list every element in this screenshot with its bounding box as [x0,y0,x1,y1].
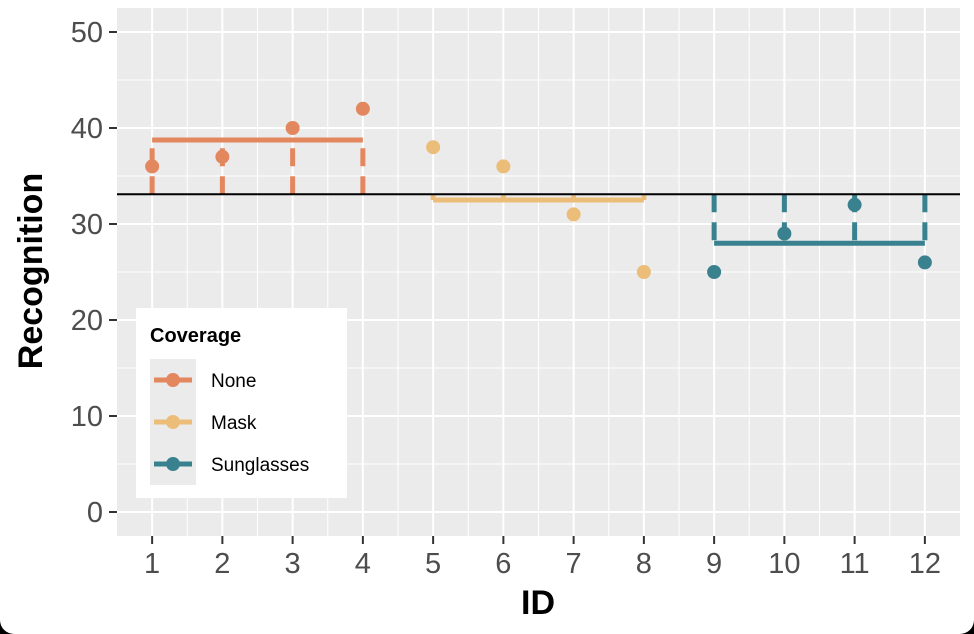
data-point [566,207,581,222]
legend-key-point [166,373,180,387]
y-tick-label: 50 [71,17,103,49]
legend-label: Sunglasses [211,455,309,476]
legend-items: None Mask Sunglasses [150,359,309,485]
x-tick-label: 12 [909,548,941,580]
x-tick-label: 5 [425,548,441,580]
x-tick-label: 3 [285,548,301,580]
y-axis-title: Recognition [12,173,50,369]
x-tick-label: 9 [706,548,722,580]
data-point [847,197,862,212]
y-tick-label: 0 [87,497,103,529]
data-point [285,121,300,135]
data-point [355,101,370,116]
legend-title: Coverage [150,325,241,347]
x-tick-label: 11 [840,548,870,580]
x-tick-label: 4 [355,548,371,580]
x-tick-label: 7 [566,548,582,580]
y-tick-label: 10 [71,401,103,433]
data-point [636,265,651,279]
grid [117,8,960,536]
data-point [777,226,792,241]
legend-label: Mask [211,413,257,434]
data-point [496,159,511,174]
x-tick-label: 6 [495,548,511,580]
legend: Coverage None Mask Sunglasses [136,308,347,498]
x-tick-label: 2 [214,548,230,580]
y-tick-label: 30 [71,209,103,241]
series-group [145,101,932,279]
x-tick-label: 1 [144,548,160,580]
data-point [215,149,230,164]
x-axis-title: ID [521,584,555,622]
legend-key-point [166,415,180,429]
data-point [917,255,932,270]
data-point [426,140,441,155]
y-tick-label: 20 [71,305,103,337]
legend-key-point [166,457,180,471]
y-tick-label: 40 [71,113,103,145]
data-point [145,159,160,174]
x-tick-label: 10 [768,548,800,580]
x-tick-label: 8 [636,548,652,580]
legend-label: None [211,371,256,392]
data-point [707,265,722,279]
